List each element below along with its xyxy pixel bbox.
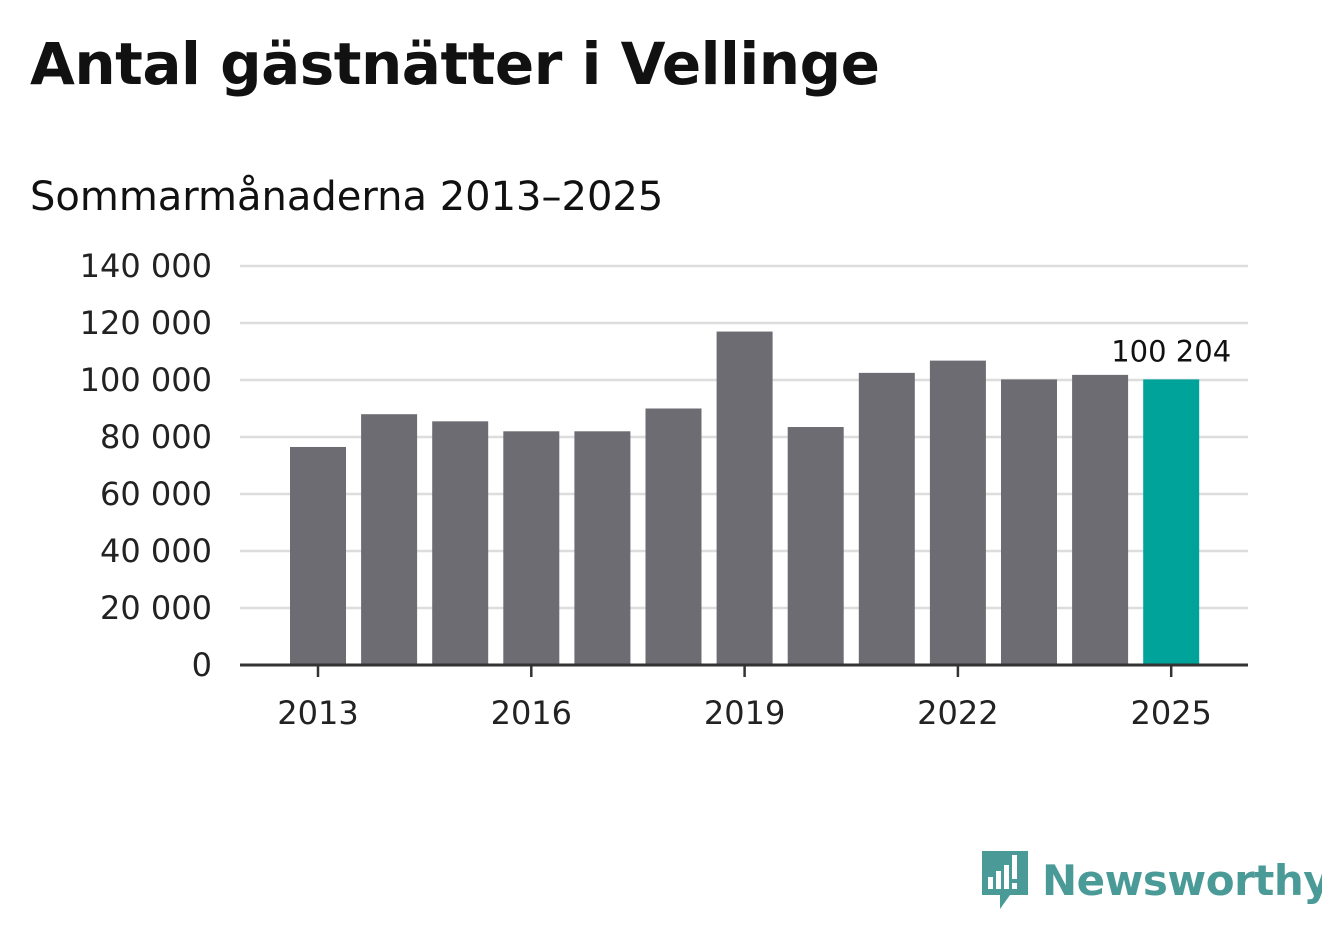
x-tick-label: 2013 bbox=[277, 694, 358, 732]
y-tick-label: 80 000 bbox=[100, 418, 212, 456]
x-tick-label: 2016 bbox=[491, 694, 572, 732]
y-tick-label: 100 000 bbox=[80, 361, 212, 399]
y-tick-label: 0 bbox=[192, 646, 212, 684]
data-label: 100 204 bbox=[1111, 334, 1231, 368]
bar-2022 bbox=[929, 360, 986, 665]
bar-2019 bbox=[716, 331, 773, 665]
bars bbox=[290, 331, 1200, 665]
bar-2025 bbox=[1143, 379, 1200, 665]
bar-2023 bbox=[1001, 379, 1057, 665]
newsworthy-logo: Newsworthy bbox=[980, 848, 1322, 912]
y-tick-label: 120 000 bbox=[80, 304, 212, 342]
y-tick-label: 40 000 bbox=[100, 532, 212, 570]
chart-title: Antal gästnätter i Vellinge bbox=[30, 30, 880, 98]
bar-2015 bbox=[432, 421, 489, 665]
x-tick-label: 2022 bbox=[917, 694, 998, 732]
bar-2017 bbox=[574, 431, 631, 665]
y-tick-label: 140 000 bbox=[80, 247, 212, 285]
bar-2021 bbox=[858, 372, 915, 665]
bar-2020 bbox=[787, 427, 844, 665]
y-tick-label: 20 000 bbox=[100, 589, 212, 627]
bar-2018 bbox=[645, 408, 702, 665]
y-axis-labels: 0 20 000 40 000 60 000 80 000 100 000 120 000 1… bbox=[80, 247, 212, 684]
data-labels: 100 204 bbox=[1111, 334, 1231, 368]
bar-2013 bbox=[290, 446, 346, 665]
bar-2014 bbox=[361, 414, 418, 665]
chart-subtitle: Sommarmånaderna 2013–2025 bbox=[30, 174, 664, 220]
x-axis bbox=[240, 663, 1248, 677]
logo-text: Newsworthy bbox=[1042, 855, 1322, 905]
y-tick-label: 60 000 bbox=[100, 475, 212, 513]
bar-2016 bbox=[503, 431, 560, 665]
x-tick-label: 2025 bbox=[1130, 694, 1211, 732]
x-axis-labels: 2013 2016 2019 2022 2025 bbox=[277, 694, 1212, 732]
bar-2024 bbox=[1072, 374, 1129, 665]
x-tick-label: 2019 bbox=[704, 694, 785, 732]
newsworthy-chart-bubble-icon bbox=[982, 851, 1028, 909]
